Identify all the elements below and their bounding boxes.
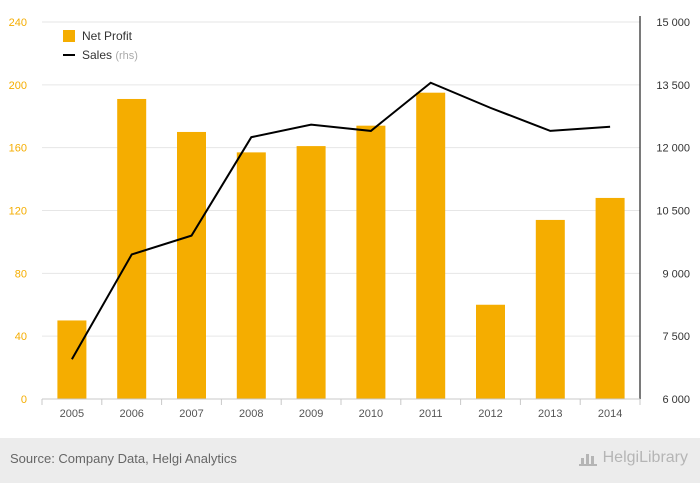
helgi-logo-icon — [578, 454, 597, 466]
brand-text: HelgiLibrary — [602, 449, 688, 466]
bar-net-profit — [476, 304, 505, 399]
x-tick-label: 2014 — [598, 408, 622, 420]
x-tick-label: 2007 — [179, 408, 203, 420]
bars — [57, 92, 625, 400]
x-tick-label: 2013 — [538, 408, 562, 420]
y-left-tick-label: 120 — [9, 206, 27, 218]
bar-net-profit — [296, 146, 326, 399]
y-right-tick-label: 9 000 — [662, 268, 690, 280]
x-tick-label: 2006 — [119, 408, 143, 420]
sales-line — [71, 81, 611, 360]
legend-label-sales: Sales (rhs) — [82, 48, 138, 62]
sales-line-path — [71, 81, 611, 360]
y-left-tick-label: 40 — [15, 331, 27, 343]
x-tick-label: 2010 — [359, 408, 383, 420]
x-tick-label: 2009 — [299, 408, 323, 420]
bar-net-profit — [177, 131, 206, 400]
y-right-tick-label: 6 000 — [662, 394, 690, 406]
legend-label-net-profit: Net Profit — [82, 29, 133, 43]
x-tick-label: 2005 — [60, 408, 84, 420]
bar-net-profit — [535, 219, 565, 399]
y-left-tick-label: 160 — [9, 143, 27, 155]
x-tick-label: 2011 — [419, 408, 443, 420]
x-tick-label: 2008 — [239, 408, 263, 420]
source-text: Source: Company Data, Helgi Analytics — [10, 451, 237, 466]
chart: 0 40 80 120 160 200 240 6 000 7 500 9 000 10 500 12… — [9, 16, 690, 420]
legend-swatch-net-profit — [63, 30, 75, 42]
y-left-tick-label: 0 — [21, 394, 27, 406]
bar-net-profit — [356, 125, 386, 400]
y-right-tick-label: 10 500 — [656, 206, 690, 218]
y-left-tick-label: 80 — [15, 268, 27, 280]
bar-net-profit — [236, 152, 266, 399]
bar-net-profit — [57, 320, 87, 399]
y-right-tick-label: 15 000 — [656, 17, 690, 29]
axes: 0 40 80 120 160 200 240 6 000 7 500 9 000 10 500 12… — [9, 16, 690, 420]
bar-net-profit — [117, 98, 147, 400]
y-right-tick-label: 7 500 — [662, 331, 690, 343]
y-right-tick-label: 12 000 — [656, 143, 690, 155]
legend-rhs-note: (rhs) — [115, 50, 138, 62]
y-left-tick-label: 240 — [9, 17, 27, 29]
y-right-tick-label: 13 500 — [656, 80, 690, 92]
legend: Net Profit Sales (rhs) — [63, 29, 138, 62]
bar-net-profit — [416, 92, 446, 399]
footer: Source: Company Data, Helgi Analytics He… — [0, 438, 700, 483]
x-tick-label: 2012 — [478, 408, 502, 420]
brand[interactable]: HelgiLibrary — [578, 449, 688, 467]
bar-net-profit — [595, 197, 625, 399]
y-left-tick-label: 200 — [9, 80, 27, 92]
